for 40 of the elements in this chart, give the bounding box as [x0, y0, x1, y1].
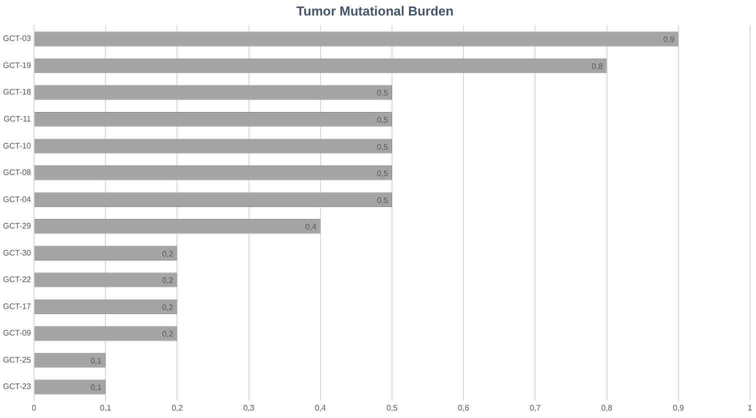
x-tick-label: 0,1	[100, 403, 112, 412]
data-label: 0,5	[376, 88, 389, 98]
data-label: 0,9	[663, 35, 675, 44]
x-tick-label: 0,6	[458, 403, 470, 412]
data-label: 0,2	[162, 276, 174, 286]
x-tick-label: 0,9	[672, 403, 685, 412]
y-tick-label: GCT-19	[2, 60, 32, 70]
y-tick-label: GCT-30	[2, 248, 32, 258]
x-tick-label: 0,7	[530, 403, 542, 412]
y-tick-label: GCT-29	[2, 222, 32, 231]
y-tick-label: GCT-03	[2, 34, 32, 44]
x-tick-label: 0,8	[601, 403, 613, 412]
x-tick-label: 0,2	[172, 403, 184, 412]
data-label: 0,1	[90, 383, 102, 392]
y-tick-label: GCT-22	[2, 275, 32, 284]
data-label: 0,5	[376, 142, 389, 152]
x-tick-label: 1	[748, 403, 753, 412]
y-tick-label: GCT-17	[2, 302, 32, 311]
data-label: 0,5	[376, 116, 389, 125]
y-tick-label: GCT-08	[2, 168, 32, 178]
x-tick-label: 0,4	[314, 403, 327, 412]
y-tick-label: GCT-25	[2, 355, 32, 364]
y-tick-label: GCT-10	[2, 141, 32, 150]
data-label: 0,1	[90, 356, 102, 366]
data-label: 0,4	[305, 222, 317, 232]
data-label: 0,5	[376, 169, 389, 178]
data-label: 0,2	[162, 302, 174, 312]
y-tick-label: GCT-18	[2, 88, 32, 97]
y-tick-label: GCT-04	[2, 194, 32, 204]
y-tick-label: GCT-09	[2, 328, 32, 338]
x-tick-label: 0,3	[243, 403, 255, 412]
x-tick-label: 0	[32, 403, 37, 412]
y-tick-label: GCT-11	[4, 114, 32, 124]
x-tick-label: 0,5	[386, 403, 398, 412]
data-label: 0,2	[162, 330, 174, 339]
data-label: 0,8	[592, 62, 604, 71]
y-tick-label: GCT-23	[2, 382, 32, 392]
chart-title: Tumor Mutational Burden	[296, 3, 454, 18]
data-label: 0,2	[162, 249, 174, 258]
data-label: 0,5	[376, 196, 389, 205]
